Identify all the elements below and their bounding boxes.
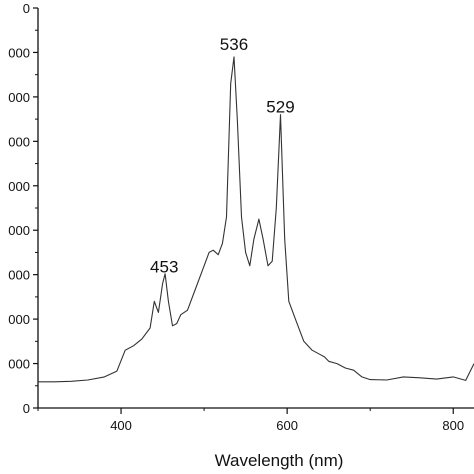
x-tick-label-1: 600 <box>276 418 298 433</box>
axes <box>37 8 474 409</box>
plot-area <box>38 56 474 383</box>
y-tick-label-7: 000 <box>8 90 30 105</box>
peak-label-453: 453 <box>150 257 178 276</box>
series-line-0 <box>38 56 474 383</box>
y-tick-label-9: 0 <box>23 1 30 16</box>
y-tick-label-2: 000 <box>8 312 30 327</box>
y-tick-label-6: 000 <box>8 134 30 149</box>
y-tick-label-4: 000 <box>8 223 30 238</box>
x-tick-label-2: 800 <box>442 418 464 433</box>
y-tick-label-0: 0 <box>23 401 30 416</box>
labels: 453 536 529 <box>150 35 295 276</box>
x-tick-label-0: 400 <box>110 418 132 433</box>
y-tick-label-3: 000 <box>8 268 30 283</box>
peak-label-529: 529 <box>266 97 294 116</box>
y-tick-label-1: 000 <box>8 357 30 372</box>
y-tick-label-8: 000 <box>8 45 30 60</box>
y-tick-label-5: 000 <box>8 179 30 194</box>
x-axis-title: Wavelength (nm) <box>215 451 344 470</box>
peak-label-536: 536 <box>220 35 248 54</box>
